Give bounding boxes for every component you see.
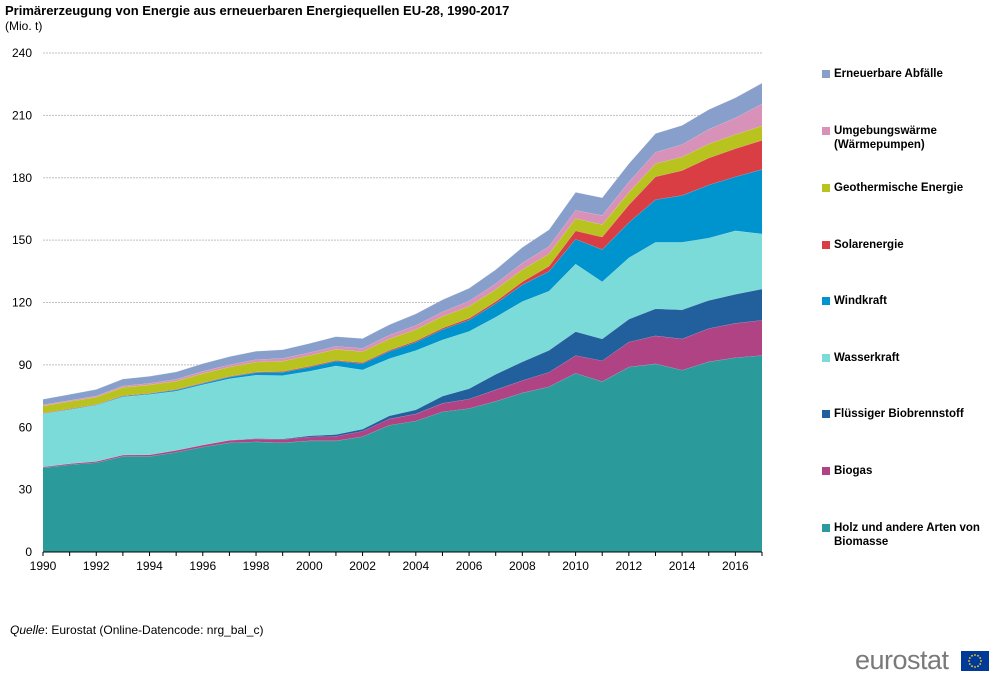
area-series: [42, 82, 763, 552]
legend-swatch: [822, 354, 830, 362]
y-tick-label: 60: [19, 420, 33, 434]
y-tick-label: 120: [12, 296, 32, 310]
area-1: [43, 320, 762, 468]
area-6: [43, 125, 762, 414]
legend-swatch: [822, 184, 830, 192]
area-5: [43, 140, 762, 414]
legend-swatch: [822, 297, 830, 305]
source-label: Quelle: [10, 623, 45, 637]
y-tick-label: 150: [12, 233, 32, 247]
legend-swatch: [822, 467, 830, 475]
stacked-area-chart: 0 30 60 90 120 150 180 210 240 1990 1992 1994 1996 19…: [12, 46, 763, 573]
x-tick-label: 2008: [509, 559, 536, 573]
legend-swatch: [822, 410, 830, 418]
legend-label: Windkraft: [834, 295, 887, 307]
legend-label: Holz und andere Arten von Biomasse: [834, 522, 980, 548]
x-tick-label: 2014: [669, 559, 696, 573]
x-tick-label: 2004: [402, 559, 429, 573]
area-3: [43, 230, 762, 467]
legend-swatch: [822, 70, 830, 78]
y-tick-label: 180: [12, 171, 32, 185]
legend-label: Geothermische Energie: [834, 182, 964, 194]
legend-label: Solarenergie: [834, 239, 904, 251]
area-edge-8: [42, 82, 763, 400]
y-tick-label: 210: [12, 108, 32, 122]
source-note: Quelle: Eurostat (Online-Datencode: nrg_…: [10, 623, 263, 637]
logo-text: eurostat: [855, 645, 949, 675]
legend-swatch: [822, 127, 830, 135]
legend-label: Wasserkraft: [834, 352, 900, 364]
x-tick-label: 1992: [83, 559, 110, 573]
legend-label: Biogas: [834, 465, 873, 477]
y-tick-label: 0: [25, 545, 32, 559]
legend-label: Umgebungswärme (Wärmepumpen): [834, 125, 937, 151]
x-tick-label: 1996: [189, 559, 216, 573]
y-tick-label: 30: [19, 483, 33, 497]
legend-swatch: [822, 524, 830, 532]
legend-label: Erneuerbare Abfälle: [834, 68, 943, 80]
area-0: [43, 355, 762, 552]
legend-swatch: [822, 241, 830, 249]
x-tick-label: 1990: [30, 559, 57, 573]
source-text: : Eurostat (Online-Datencode: nrg_bal_c): [44, 623, 264, 637]
y-tick-label: 90: [19, 358, 33, 372]
x-tick-label: 1994: [136, 559, 163, 573]
x-tick-label: 2010: [562, 559, 589, 573]
chart-title: Primärerzeugung von Energie aus erneuerb…: [5, 3, 510, 18]
x-tick-label: 2000: [296, 559, 323, 573]
x-tick-label: 1998: [243, 559, 270, 573]
x-tick-label: 2002: [349, 559, 376, 573]
y-tick-label: 240: [12, 46, 32, 60]
x-tick-label: 2012: [616, 559, 643, 573]
axes: 0 30 60 90 120 150 180 210 240 1990 1992 1994 1996 19…: [12, 46, 763, 573]
area-4: [43, 169, 762, 414]
unit-label: (Mio. t): [5, 19, 43, 33]
x-tick-label: 2006: [456, 559, 483, 573]
area-2: [43, 289, 762, 467]
eu-flag-icon: [961, 651, 989, 671]
x-tick-label: 2016: [722, 559, 749, 573]
legend-label: Flüssiger Biobrennstoff: [834, 408, 964, 420]
